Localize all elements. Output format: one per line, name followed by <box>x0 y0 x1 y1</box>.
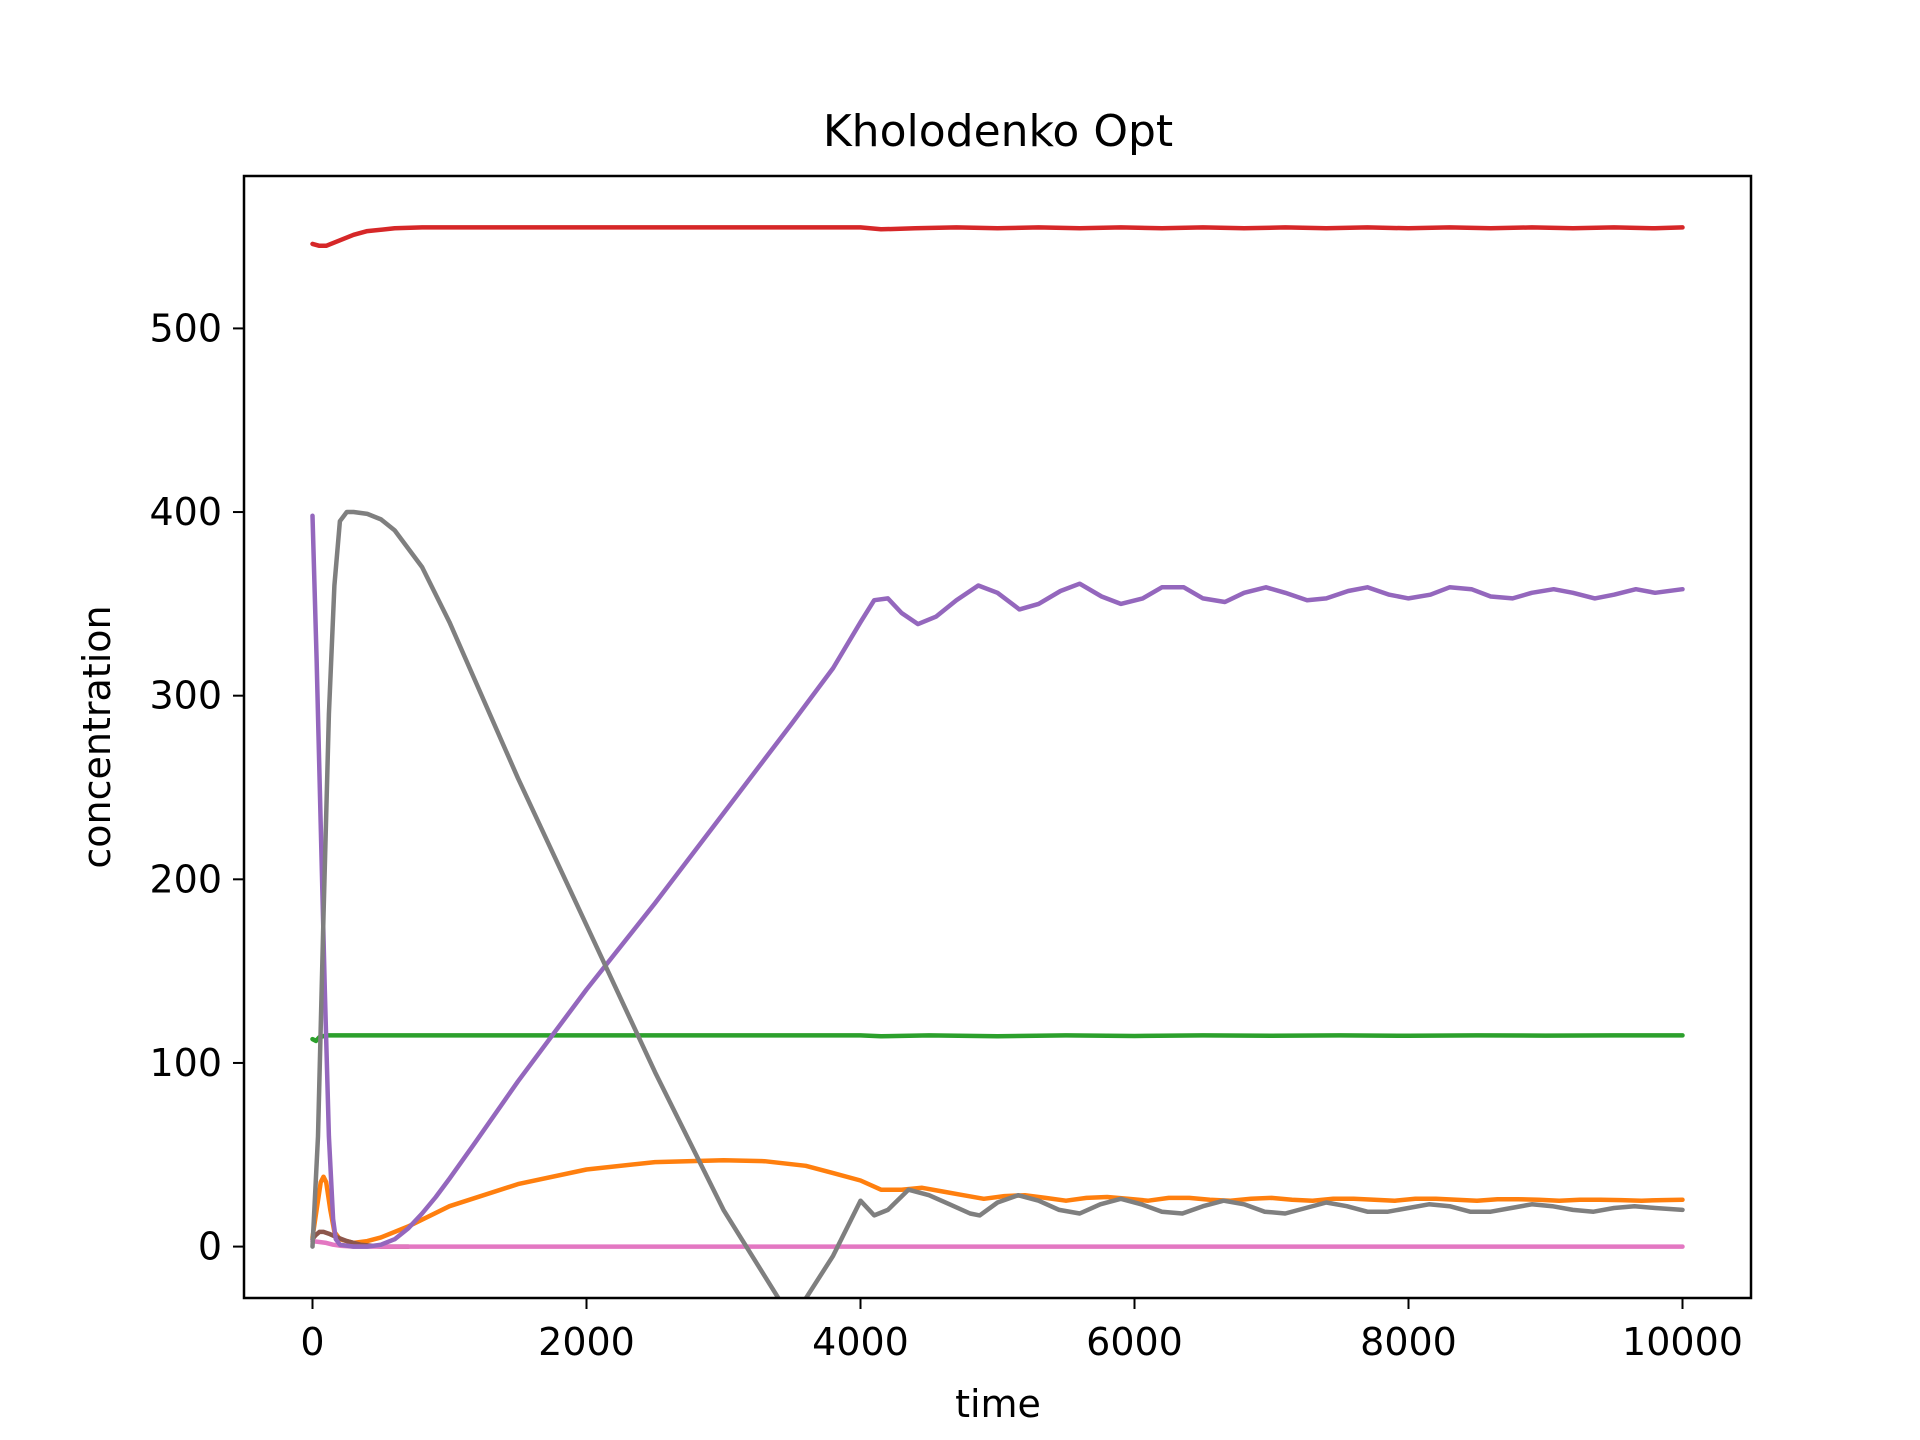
series-line-5 <box>310 1238 1685 1249</box>
y-tick-label: 400 <box>149 490 222 534</box>
y-axis: 0 100 200 300 400 500 <box>149 306 244 1269</box>
y-tick-label: 200 <box>149 857 222 901</box>
y-tick-label: 100 <box>149 1041 222 1085</box>
x-tick-label: 8000 <box>1360 1320 1457 1364</box>
x-tick-label: 2000 <box>538 1320 635 1364</box>
y-tick-label: 0 <box>198 1225 222 1269</box>
x-tick-label: 4000 <box>812 1320 909 1364</box>
series-line-2 <box>310 1033 1685 1044</box>
x-tick-label: 0 <box>300 1320 324 1364</box>
x-axis-label: time <box>955 1382 1041 1426</box>
series-line-6 <box>310 513 1685 1249</box>
plot-area <box>310 225 1685 1298</box>
x-tick-label: 6000 <box>1086 1320 1183 1364</box>
series-line-1 <box>310 225 1685 249</box>
x-tick-label: 10000 <box>1622 1320 1743 1364</box>
series-line-7 <box>310 509 1685 1298</box>
series-layer <box>310 225 1685 1298</box>
y-tick-label: 300 <box>149 674 222 718</box>
x-axis: 0 2000 4000 6000 8000 10000 <box>300 1298 1743 1364</box>
y-axis-label: concentration <box>75 605 119 868</box>
axes-frame <box>242 174 1753 1300</box>
series-line-3 <box>310 1158 1685 1246</box>
y-tick-label: 500 <box>149 306 222 350</box>
chart-title: Kholodenko Opt <box>823 106 1173 157</box>
